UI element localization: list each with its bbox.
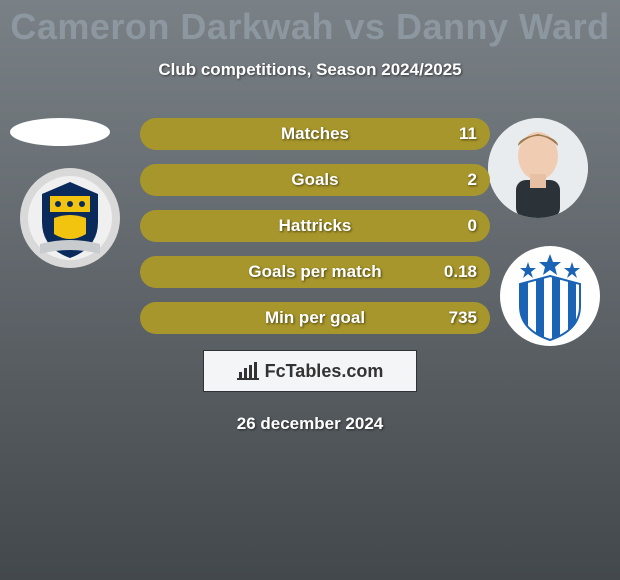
player-left-avatar-placeholder	[10, 118, 110, 146]
stat-value: 11	[459, 124, 477, 144]
stat-value: 0	[468, 216, 477, 236]
subtitle: Club competitions, Season 2024/2025	[158, 60, 461, 80]
stat-label: Hattricks	[279, 216, 352, 236]
page-title: Cameron Darkwah vs Danny Ward	[10, 6, 609, 48]
source-badge: FcTables.com	[203, 350, 417, 392]
bar-chart-icon	[237, 362, 259, 380]
source-badge-text: FcTables.com	[265, 361, 384, 382]
date-text: 26 december 2024	[237, 414, 384, 434]
club-crest-right-svg	[500, 246, 600, 346]
stats-bars: Matches 11 Goals 2 Hattricks 0 Goals per…	[140, 118, 490, 348]
stat-row-min-per-goal: Min per goal 735	[140, 302, 490, 334]
player-right-avatar-svg	[488, 118, 588, 218]
stat-label: Goals per match	[248, 262, 381, 282]
stat-row-hattricks: Hattricks 0	[140, 210, 490, 242]
stat-value: 735	[449, 308, 477, 328]
stat-label: Matches	[281, 124, 349, 144]
stat-value: 0.18	[444, 262, 477, 282]
club-crest-left-svg	[20, 168, 120, 268]
infographic-root: Cameron Darkwah vs Danny Ward Club compe…	[0, 0, 620, 580]
stat-row-goals: Goals 2	[140, 164, 490, 196]
stat-label: Goals	[291, 170, 338, 190]
stat-row-matches: Matches 11	[140, 118, 490, 150]
club-crest-right	[500, 246, 600, 346]
stat-value: 2	[468, 170, 477, 190]
club-crest-left	[20, 168, 120, 268]
player-right-avatar	[488, 118, 588, 218]
stat-row-goals-per-match: Goals per match 0.18	[140, 256, 490, 288]
stat-label: Min per goal	[265, 308, 365, 328]
